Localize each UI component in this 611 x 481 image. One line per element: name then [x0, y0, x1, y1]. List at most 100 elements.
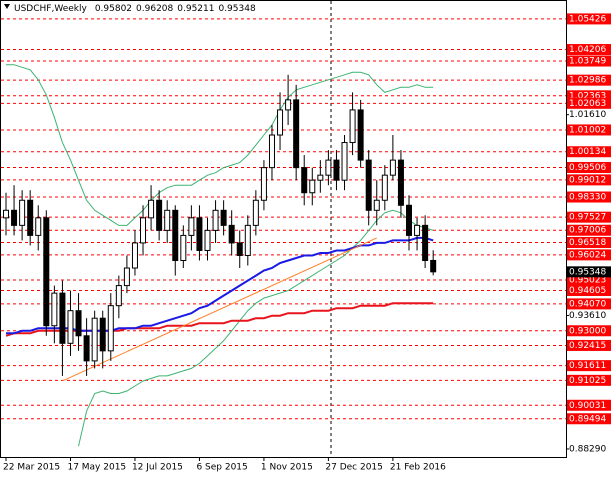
- candle-body: [349, 109, 356, 144]
- level-label: 0.91025: [569, 376, 606, 386]
- candle-body: [414, 224, 421, 236]
- y-tick-label: 1.01610: [569, 110, 606, 120]
- level-label-box: [567, 236, 611, 248]
- candle-body: [422, 224, 429, 261]
- candle-body: [309, 179, 316, 194]
- candle-body: [148, 199, 155, 219]
- level-label: 0.97006: [569, 226, 606, 236]
- candle-body: [196, 217, 203, 251]
- indicator-line: [78, 209, 434, 447]
- level-label-box: [567, 97, 611, 109]
- candle-body: [277, 109, 284, 136]
- plot-frame: [0, 0, 567, 458]
- level-label: 0.99506: [569, 163, 606, 173]
- level-label: 0.98330: [569, 193, 606, 203]
- candle-body: [75, 310, 82, 337]
- x-tick-label: 6 Sep 2015: [196, 463, 247, 473]
- level-label: 0.89494: [569, 414, 606, 424]
- level-label: 1.04206: [569, 45, 606, 55]
- candle-body: [244, 224, 251, 256]
- candle-body: [83, 335, 90, 362]
- candle-body: [180, 234, 187, 261]
- candle-body: [389, 159, 396, 176]
- candle-body: [123, 267, 130, 287]
- level-label: 0.96024: [569, 250, 606, 260]
- candle-body: [107, 305, 114, 352]
- candle-body: [19, 199, 26, 226]
- candle-body: [99, 317, 106, 352]
- candle-body: [164, 209, 171, 231]
- level-label-box: [567, 44, 611, 56]
- header-open: 0.95802: [95, 4, 132, 14]
- level-label: 0.90031: [569, 401, 606, 411]
- level-label-box: [567, 13, 611, 25]
- level-label-box: [567, 325, 611, 337]
- candle-body: [172, 209, 179, 261]
- candle-body: [212, 209, 219, 231]
- level-label-box: [567, 224, 611, 236]
- header-arrow: [4, 4, 10, 9]
- level-label-box: [567, 360, 611, 372]
- candle-body: [11, 209, 18, 226]
- level-label: 1.02986: [569, 76, 606, 86]
- level-label: 0.95023: [569, 275, 606, 285]
- header-high: 0.96208: [136, 4, 173, 14]
- level-label-box: [567, 191, 611, 203]
- candle-body: [260, 167, 267, 201]
- x-tick-label: 1 Nov 2015: [261, 463, 313, 473]
- candle-body: [43, 217, 50, 327]
- level-label-box: [567, 146, 611, 158]
- x-tick-label: 27 Dec 2015: [325, 463, 383, 473]
- x-tick-label: 21 Feb 2016: [390, 463, 446, 473]
- level-label-box: [567, 55, 611, 67]
- level-label: 0.99012: [569, 175, 606, 185]
- candle-body: [333, 159, 340, 181]
- candle-body: [115, 285, 122, 307]
- candle-body: [397, 159, 404, 206]
- x-tick-label: 12 Jul 2015: [132, 463, 183, 473]
- header-close: 0.95348: [218, 4, 255, 14]
- candle-body: [341, 142, 348, 181]
- candle-body: [156, 199, 163, 231]
- level-label-box: [567, 413, 611, 425]
- level-label-box: [567, 284, 611, 296]
- candle-body: [35, 217, 42, 236]
- candle-body: [365, 159, 372, 211]
- level-label: 0.97527: [569, 213, 606, 223]
- candle-body: [51, 292, 58, 327]
- level-label-box: [567, 274, 611, 286]
- candle-body: [357, 109, 364, 161]
- current-price-box: [567, 266, 611, 278]
- x-tick-label: 17 May 2015: [67, 463, 126, 473]
- level-label: 0.93000: [569, 326, 606, 336]
- candle-body: [285, 99, 292, 111]
- level-label-box: [567, 211, 611, 223]
- candle-body: [373, 199, 380, 211]
- level-label: 1.01002: [569, 125, 606, 135]
- level-label-box: [567, 249, 611, 261]
- candle-body: [317, 174, 324, 181]
- candle-body: [220, 209, 227, 226]
- header-low: 0.95211: [177, 4, 214, 14]
- candle-body: [131, 242, 138, 269]
- candle-body: [252, 199, 259, 226]
- candle-body: [228, 224, 235, 244]
- candle-body: [236, 242, 243, 256]
- chart-title: USDCHF,Weekly: [14, 4, 87, 14]
- candle-body: [140, 217, 147, 244]
- level-label-box: [567, 374, 611, 386]
- candle-body: [293, 99, 300, 169]
- level-label: 0.91611: [569, 361, 606, 371]
- level-label: 1.05426: [569, 14, 606, 24]
- candle-body: [59, 292, 66, 344]
- level-label: 0.94070: [569, 299, 606, 309]
- candle-body: [268, 134, 275, 169]
- level-label: 1.03749: [569, 57, 606, 67]
- x-tick-label: 22 Mar 2015: [3, 463, 60, 473]
- level-label-box: [567, 90, 611, 102]
- level-label: 1.00134: [569, 147, 606, 157]
- level-label: 0.92415: [569, 341, 606, 351]
- candle-body: [27, 199, 34, 236]
- candle-body: [406, 204, 412, 236]
- level-label-box: [567, 174, 611, 186]
